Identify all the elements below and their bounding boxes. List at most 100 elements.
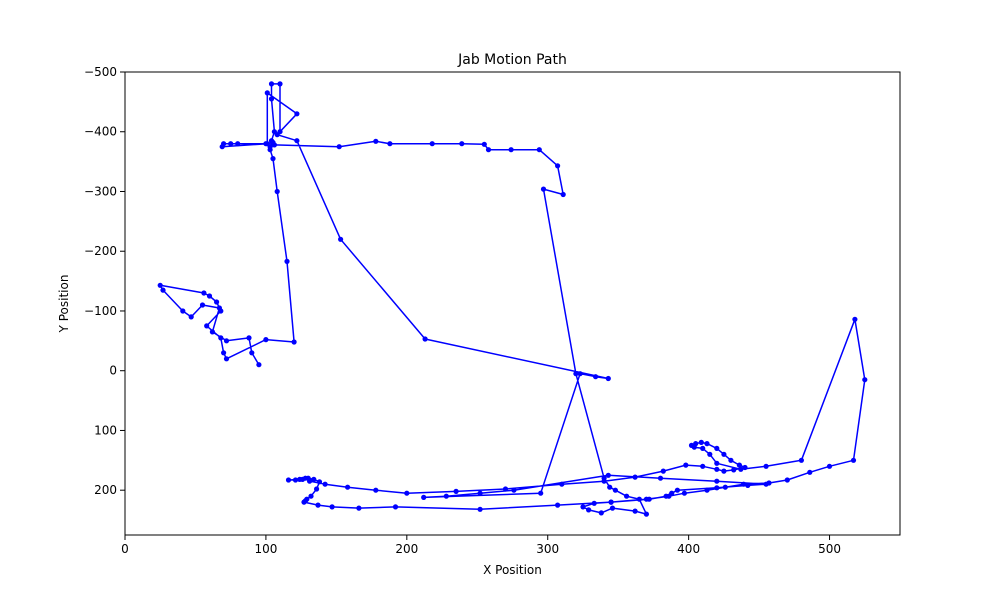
data-point bbox=[826, 463, 833, 469]
data-point bbox=[443, 493, 449, 499]
data-point bbox=[270, 156, 276, 162]
data-point bbox=[573, 371, 579, 377]
data-point bbox=[580, 504, 586, 510]
data-point bbox=[277, 81, 283, 87]
data-point bbox=[294, 111, 300, 117]
data-point bbox=[284, 258, 290, 264]
data-point bbox=[643, 511, 650, 517]
data-point bbox=[268, 81, 275, 87]
data-point bbox=[607, 484, 613, 490]
data-point bbox=[741, 481, 747, 487]
data-point bbox=[693, 441, 699, 447]
x-axis-title: X Position bbox=[483, 563, 542, 577]
data-point bbox=[477, 506, 483, 512]
data-point bbox=[609, 505, 616, 511]
data-point bbox=[605, 472, 611, 478]
data-point bbox=[714, 445, 720, 451]
data-point bbox=[218, 308, 224, 314]
data-point bbox=[646, 496, 652, 502]
data-point bbox=[387, 141, 393, 147]
data-point bbox=[591, 500, 597, 506]
data-point bbox=[453, 488, 459, 494]
data-point bbox=[700, 445, 706, 451]
data-point bbox=[329, 504, 335, 510]
data-point bbox=[683, 462, 689, 468]
data-point bbox=[477, 490, 483, 496]
data-point bbox=[459, 141, 465, 147]
data-point bbox=[624, 493, 630, 499]
data-point bbox=[731, 467, 737, 473]
y-tick-label: 200 bbox=[94, 483, 117, 497]
data-point bbox=[736, 462, 743, 468]
data-point bbox=[221, 350, 227, 356]
data-point bbox=[660, 468, 666, 474]
data-point bbox=[221, 141, 227, 147]
data-point bbox=[502, 486, 509, 492]
data-point bbox=[536, 147, 542, 153]
y-tick-label: −400 bbox=[84, 125, 117, 139]
data-point bbox=[274, 132, 280, 138]
data-point bbox=[742, 464, 748, 471]
chart-title: Jab Motion Path bbox=[457, 52, 567, 68]
y-tick-label: 0 bbox=[109, 364, 117, 378]
data-point bbox=[704, 441, 710, 447]
data-point bbox=[188, 314, 194, 320]
x-tick-label: 200 bbox=[395, 542, 418, 556]
data-point bbox=[798, 457, 805, 463]
data-point bbox=[392, 504, 399, 510]
x-axis: 0 100 200 300 400 500 bbox=[121, 535, 841, 556]
data-point bbox=[292, 477, 299, 483]
data-point bbox=[338, 236, 344, 242]
y-tick-label: −100 bbox=[84, 304, 117, 318]
data-point bbox=[559, 481, 565, 487]
x-tick-label: 100 bbox=[254, 542, 277, 556]
plot-frame bbox=[124, 71, 901, 536]
data-point bbox=[481, 141, 487, 147]
data-point bbox=[271, 142, 277, 148]
data-point bbox=[209, 329, 215, 335]
data-point bbox=[763, 463, 769, 469]
data-point bbox=[223, 356, 230, 362]
data-point bbox=[721, 451, 727, 457]
data-point bbox=[404, 490, 410, 496]
data-point bbox=[784, 477, 790, 483]
y-axis: −500 −400 −300 −200 −100 0 100 200 bbox=[84, 65, 125, 497]
data-point bbox=[608, 499, 614, 505]
data-point bbox=[612, 487, 619, 493]
data-point bbox=[180, 308, 186, 314]
plot-area bbox=[157, 81, 868, 517]
data-point bbox=[707, 451, 713, 457]
data-point bbox=[429, 141, 435, 147]
y-axis-title: Y Position bbox=[57, 275, 71, 334]
data-point bbox=[745, 482, 751, 488]
data-point bbox=[223, 338, 230, 344]
data-point bbox=[560, 191, 566, 198]
data-point bbox=[206, 293, 213, 299]
data-point bbox=[308, 493, 314, 499]
data-point bbox=[577, 371, 583, 377]
data-point bbox=[246, 335, 252, 341]
data-point bbox=[728, 457, 734, 463]
data-point bbox=[657, 475, 664, 481]
data-point bbox=[285, 477, 292, 483]
data-point bbox=[218, 335, 224, 341]
data-point bbox=[714, 460, 720, 466]
data-point bbox=[249, 350, 255, 356]
data-point bbox=[598, 510, 604, 516]
data-point bbox=[511, 487, 517, 493]
data-point bbox=[345, 484, 351, 490]
data-point bbox=[852, 316, 858, 322]
data-point bbox=[508, 147, 514, 153]
data-point bbox=[632, 474, 638, 480]
y-tick-label: −500 bbox=[84, 65, 117, 79]
x-tick-label: 500 bbox=[818, 542, 841, 556]
data-point bbox=[763, 481, 769, 487]
data-point bbox=[688, 442, 695, 448]
data-point bbox=[311, 476, 317, 482]
data-point bbox=[632, 508, 638, 514]
data-point bbox=[422, 336, 428, 342]
data-point bbox=[538, 490, 544, 496]
data-point bbox=[714, 466, 720, 472]
data-point bbox=[256, 362, 262, 368]
data-point bbox=[199, 302, 206, 308]
